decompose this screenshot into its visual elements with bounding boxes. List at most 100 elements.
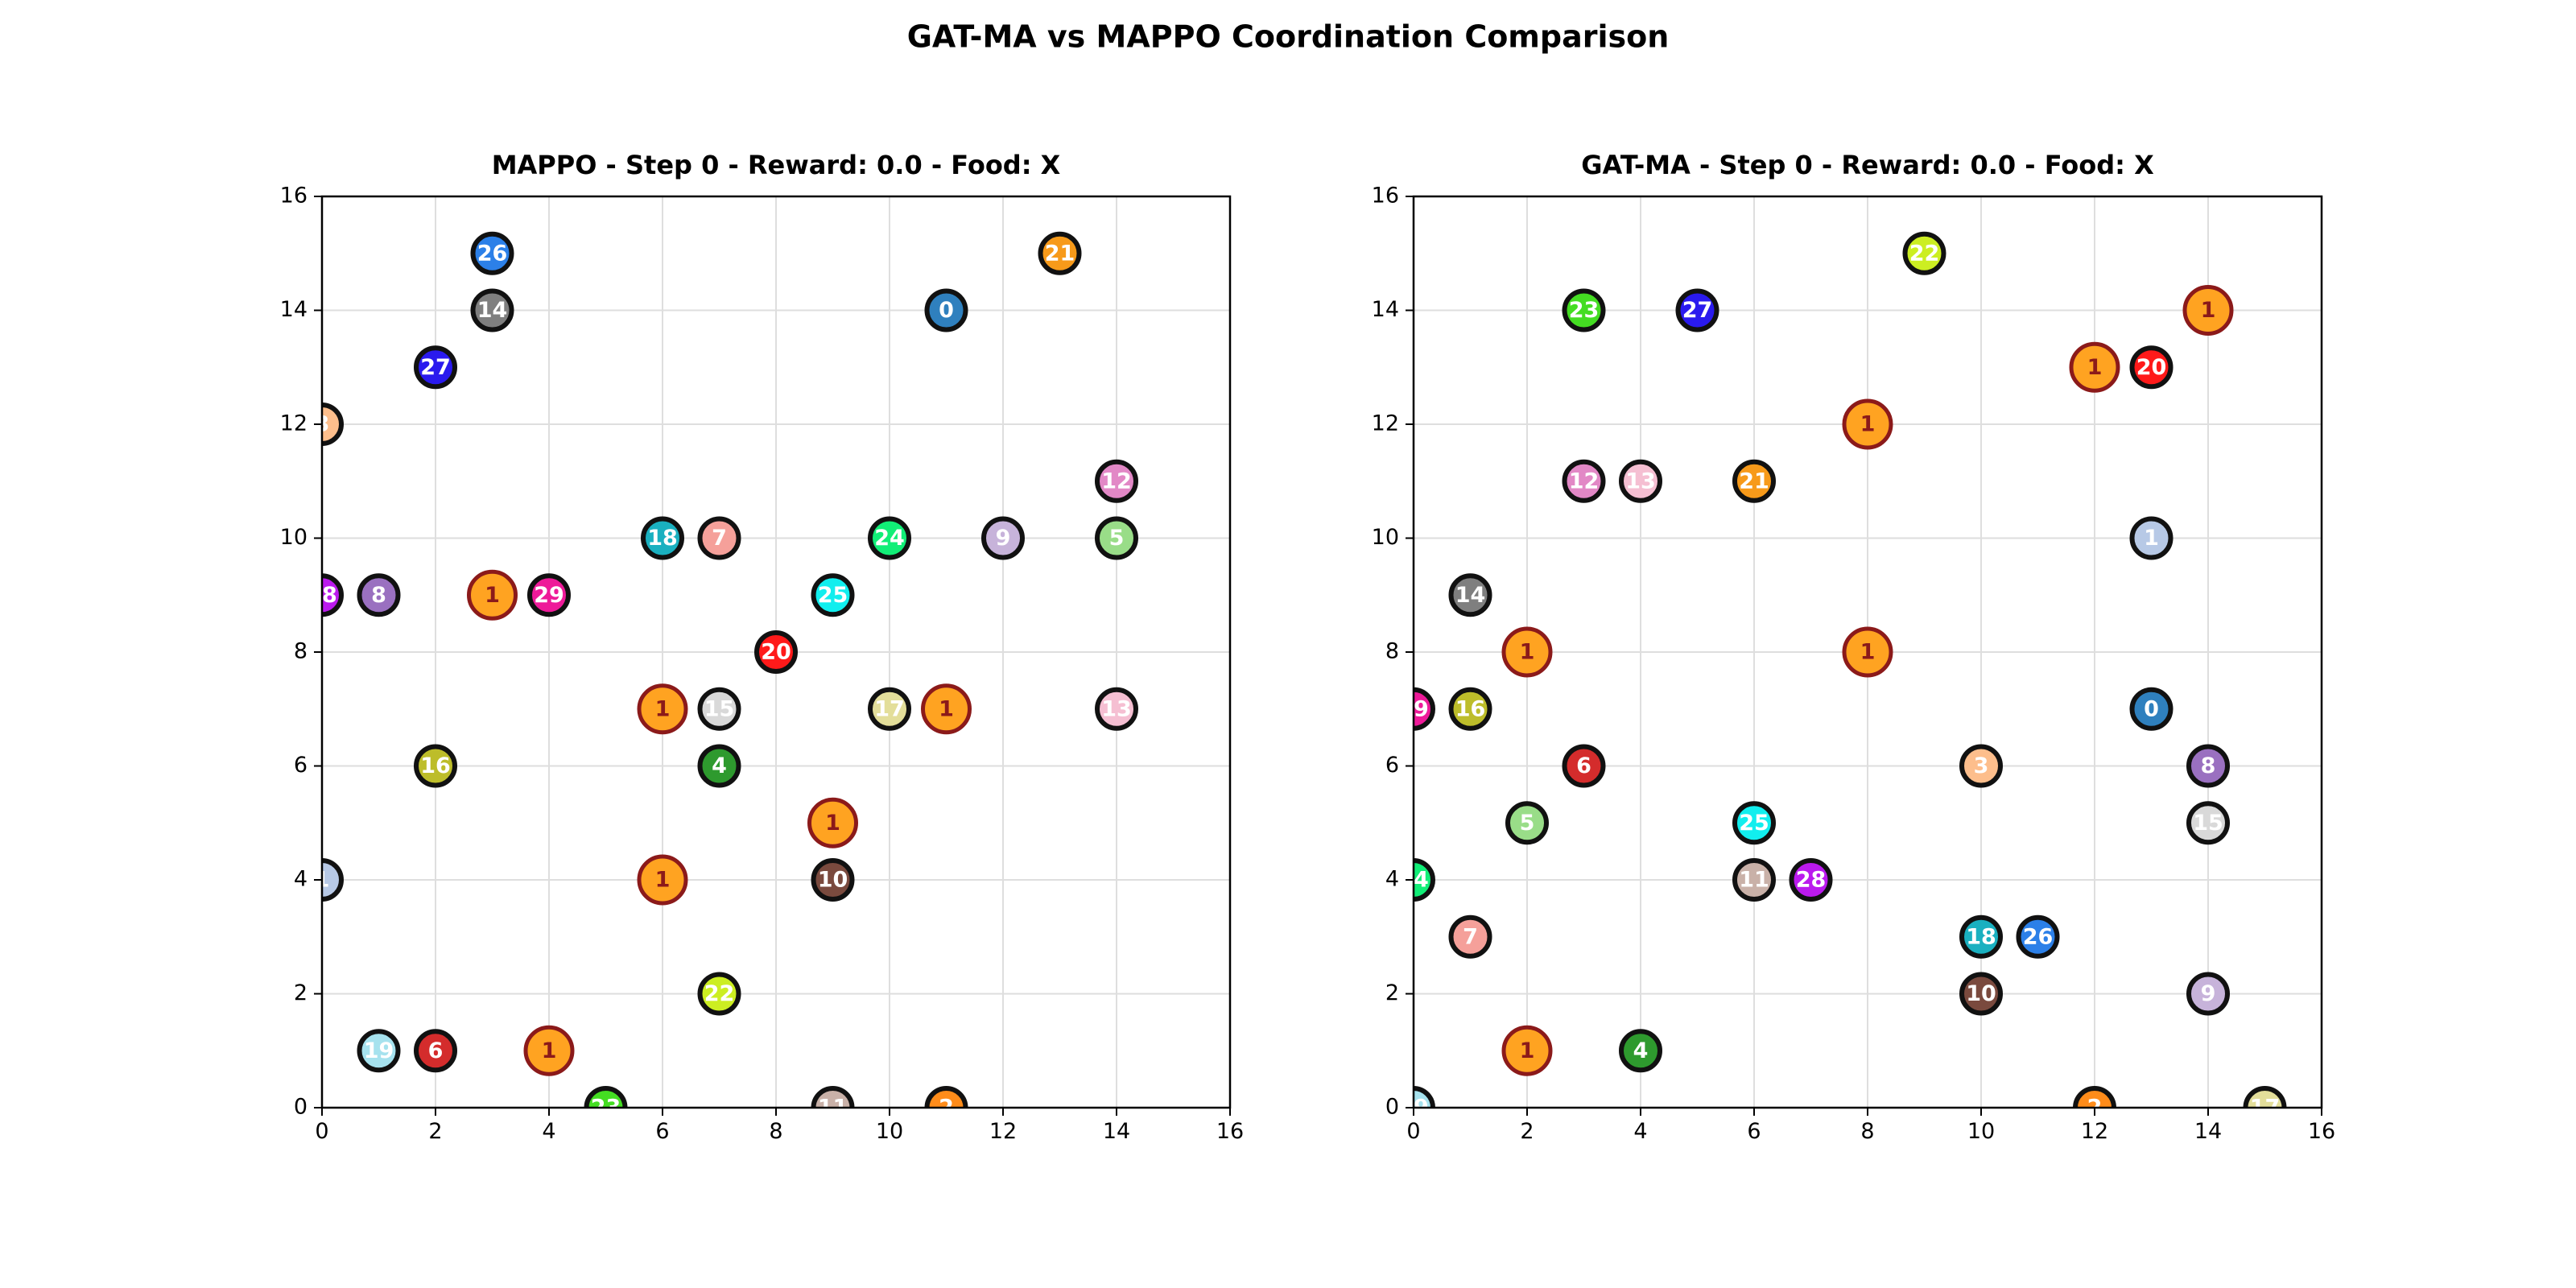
agent-label: 28: [307, 583, 337, 608]
x-tick-label: 10: [1967, 1119, 1995, 1144]
food-marker: [1842, 398, 1893, 450]
agent-marker: [414, 744, 457, 788]
agent-label: 11: [1739, 868, 1769, 893]
agent-marker: [868, 516, 911, 560]
agent-marker: [1448, 914, 1492, 959]
agent-label: 8: [2201, 753, 2216, 778]
y-tick-label: 10: [1372, 525, 1399, 550]
agent-marker: [2129, 687, 2174, 731]
markers: 1111111921741097182624112852515638291601…: [1398, 231, 2287, 1121]
y-tick-label: 0: [294, 1095, 308, 1120]
agent-label: 7: [1463, 924, 1478, 949]
agent-marker: [1038, 231, 1082, 275]
agent-marker: [811, 1086, 855, 1108]
y-tick-label: 16: [1372, 184, 1399, 208]
agent-label: 29: [534, 583, 564, 608]
agent-marker: [1732, 801, 1776, 845]
gat-ma-panel: GAT-MA - Step 0 - Reward: 0.0 - Food: X 1…: [1372, 150, 2336, 1144]
y-tick-label: 2: [294, 980, 308, 1005]
agent-marker: [2129, 516, 2174, 560]
food-label: 1: [1860, 412, 1876, 437]
food-marker: [2182, 285, 2234, 336]
agent-marker: [1448, 573, 1492, 617]
agent-label: 24: [1398, 868, 1429, 893]
agent-marker: [697, 687, 741, 731]
x-tick-label: 0: [1406, 1119, 1420, 1144]
agent-marker: [1095, 459, 1138, 503]
food-label: 1: [1520, 1038, 1535, 1063]
x-tick-label: 0: [315, 1119, 328, 1144]
y-tick-label: 4: [294, 867, 308, 892]
food-marker: [523, 1025, 575, 1076]
agent-marker: [414, 1029, 457, 1073]
agent-marker: [527, 573, 571, 617]
agent-marker: [1789, 858, 1833, 902]
agent-marker: [322, 402, 344, 446]
y-tick-label: 12: [280, 411, 308, 436]
agent-label: 0: [939, 298, 954, 323]
figure-title: GAT-MA vs MAPPO Coordination Comparison: [907, 19, 1670, 55]
agent-marker: [1505, 801, 1549, 845]
agent-marker: [414, 345, 457, 390]
food-label: 1: [2087, 355, 2103, 380]
agent-marker: [584, 1086, 628, 1108]
x-tick-label: 8: [769, 1119, 782, 1144]
agent-marker: [357, 573, 401, 617]
x-tick-label: 16: [1216, 1119, 1244, 1144]
x-tick-label: 14: [1103, 1119, 1130, 1144]
agent-label: 17: [2250, 1096, 2281, 1121]
agent-label: 1: [315, 868, 330, 893]
food-marker: [637, 854, 688, 906]
agent-marker: [1414, 1086, 1435, 1108]
y-tick-label: 8: [1385, 639, 1399, 664]
agent-label: 21: [1045, 241, 1075, 266]
agent-marker: [1959, 744, 2003, 788]
agent-marker: [1414, 687, 1435, 731]
agent-marker: [1732, 858, 1776, 902]
x-tick-label: 6: [1747, 1119, 1761, 1144]
y-tick-label: 0: [1385, 1095, 1399, 1120]
y-tick-label: 14: [280, 297, 308, 322]
agent-marker: [2243, 1086, 2287, 1108]
agent-marker: [322, 573, 344, 617]
agent-marker: [924, 288, 968, 332]
agent-label: 15: [2193, 811, 2223, 836]
agent-label: 26: [477, 241, 508, 266]
agent-label: 4: [712, 753, 727, 778]
agent-label: 26: [2023, 924, 2054, 949]
agent-marker: [1959, 972, 2003, 1016]
agent-marker: [1414, 858, 1435, 902]
agent-marker: [2016, 914, 2060, 959]
agent-label: 27: [1682, 298, 1713, 323]
agent-marker: [2129, 345, 2174, 390]
agent-label: 2: [939, 1096, 954, 1121]
agent-marker: [811, 573, 855, 617]
agent-label: 25: [1739, 811, 1769, 836]
x-tick-label: 12: [2081, 1119, 2108, 1144]
agent-marker: [470, 288, 514, 332]
agent-marker: [868, 687, 911, 731]
agent-label: 0: [2144, 696, 2159, 721]
agent-label: 10: [818, 868, 848, 893]
agent-label: 16: [1455, 696, 1486, 721]
y-tick-label: 16: [280, 184, 308, 208]
x-tick-label: 16: [2308, 1119, 2335, 1144]
agent-marker: [924, 1086, 968, 1108]
y-tick-label: 8: [294, 639, 308, 664]
agent-label: 6: [1576, 753, 1591, 778]
agent-marker: [754, 630, 798, 674]
y-tick-label: 10: [280, 525, 308, 550]
agent-label: 24: [874, 526, 905, 551]
agent-marker: [1562, 744, 1606, 788]
agent-label: 22: [1909, 241, 1940, 266]
agent-label: 29: [1398, 696, 1429, 721]
agent-label: 11: [818, 1096, 848, 1121]
agent-label: 10: [1966, 981, 1996, 1006]
panel-title: MAPPO - Step 0 - Reward: 0.0 - Food: X: [492, 150, 1061, 180]
food-marker: [807, 797, 858, 848]
y-tick-label: 12: [1372, 411, 1399, 436]
agent-marker: [697, 516, 741, 560]
agent-marker: [1902, 231, 1946, 275]
agent-marker: [1619, 459, 1662, 503]
